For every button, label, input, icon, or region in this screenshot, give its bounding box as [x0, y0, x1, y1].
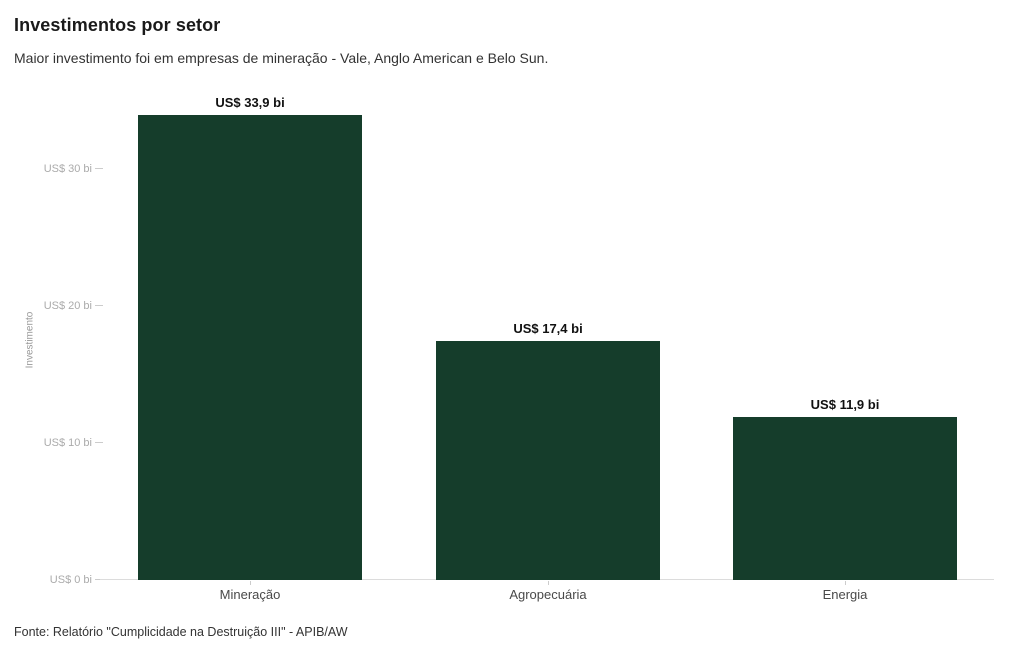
- source-note: Fonte: Relatório "Cumplicidade na Destru…: [14, 625, 348, 639]
- y-axis-tick-label: US$ 30 bi: [43, 162, 92, 175]
- y-axis-tick-label: US$ 10 bi: [43, 436, 92, 449]
- x-axis-category-label: Agropecuária: [509, 587, 587, 602]
- bar: [138, 115, 362, 580]
- x-axis-tick-mark: [845, 581, 846, 585]
- chart-subtitle: Maior investimento foi em empresas de mi…: [14, 50, 549, 66]
- y-axis-tick-label: US$ 0 bi: [49, 574, 92, 586]
- bar: [436, 341, 660, 580]
- y-axis-tick-mark: [95, 167, 103, 169]
- chart-title: Investimentos por setor: [14, 15, 221, 35]
- y-axis-tick-mark: [95, 304, 103, 306]
- bar: [733, 417, 957, 580]
- x-axis-tick-mark: [548, 581, 549, 585]
- bar-value-label: US$ 17,4 bi: [513, 321, 583, 336]
- y-axis-title: Investimento: [24, 311, 36, 369]
- y-axis-tick-mark: [95, 579, 103, 580]
- y-axis-tick-mark: [95, 441, 103, 443]
- bar-value-label: US$ 11,9 bi: [810, 397, 880, 412]
- bar-value-label: US$ 33,9 bi: [215, 95, 285, 110]
- x-axis-tick-mark: [250, 581, 251, 585]
- x-axis-category-label: Energia: [822, 587, 868, 602]
- x-axis-category-label: Mineração: [219, 587, 281, 602]
- y-axis-tick-label: US$ 20 bi: [43, 299, 92, 312]
